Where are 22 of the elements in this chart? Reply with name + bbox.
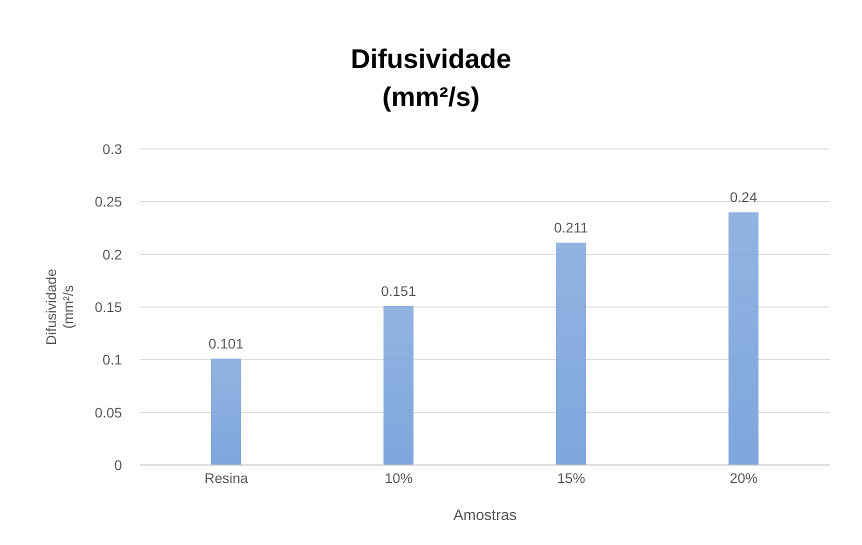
bar bbox=[384, 306, 414, 465]
x-tick-label: 20% bbox=[730, 470, 758, 486]
x-tick-label: 10% bbox=[384, 470, 413, 486]
x-tick-label: Resina bbox=[204, 470, 248, 486]
bar bbox=[728, 212, 758, 465]
bar bbox=[211, 358, 241, 465]
data-label: 0.151 bbox=[380, 282, 416, 299]
y-tick-label: 0.15 bbox=[94, 298, 122, 315]
y-axis-title: Difusividade (mm²/s bbox=[43, 268, 76, 346]
y-tick-label: 0.2 bbox=[102, 246, 122, 262]
y-tick-label: 0 bbox=[114, 456, 122, 473]
x-axis-title: Amostras bbox=[453, 507, 517, 524]
y-tick-label: 0.05 bbox=[94, 404, 122, 420]
y-tick-label: 0.25 bbox=[94, 194, 122, 210]
data-label: 0.211 bbox=[554, 220, 588, 236]
y-tick-label: 0.1 bbox=[102, 352, 122, 368]
y-tick-label: 0.3 bbox=[102, 140, 122, 157]
data-label: 0.101 bbox=[208, 336, 244, 352]
x-tick-label: 15% bbox=[557, 470, 586, 486]
chart-title: Difusividade (mm²/s) bbox=[350, 43, 512, 114]
bar bbox=[556, 242, 586, 465]
data-label: 0.24 bbox=[730, 189, 758, 206]
